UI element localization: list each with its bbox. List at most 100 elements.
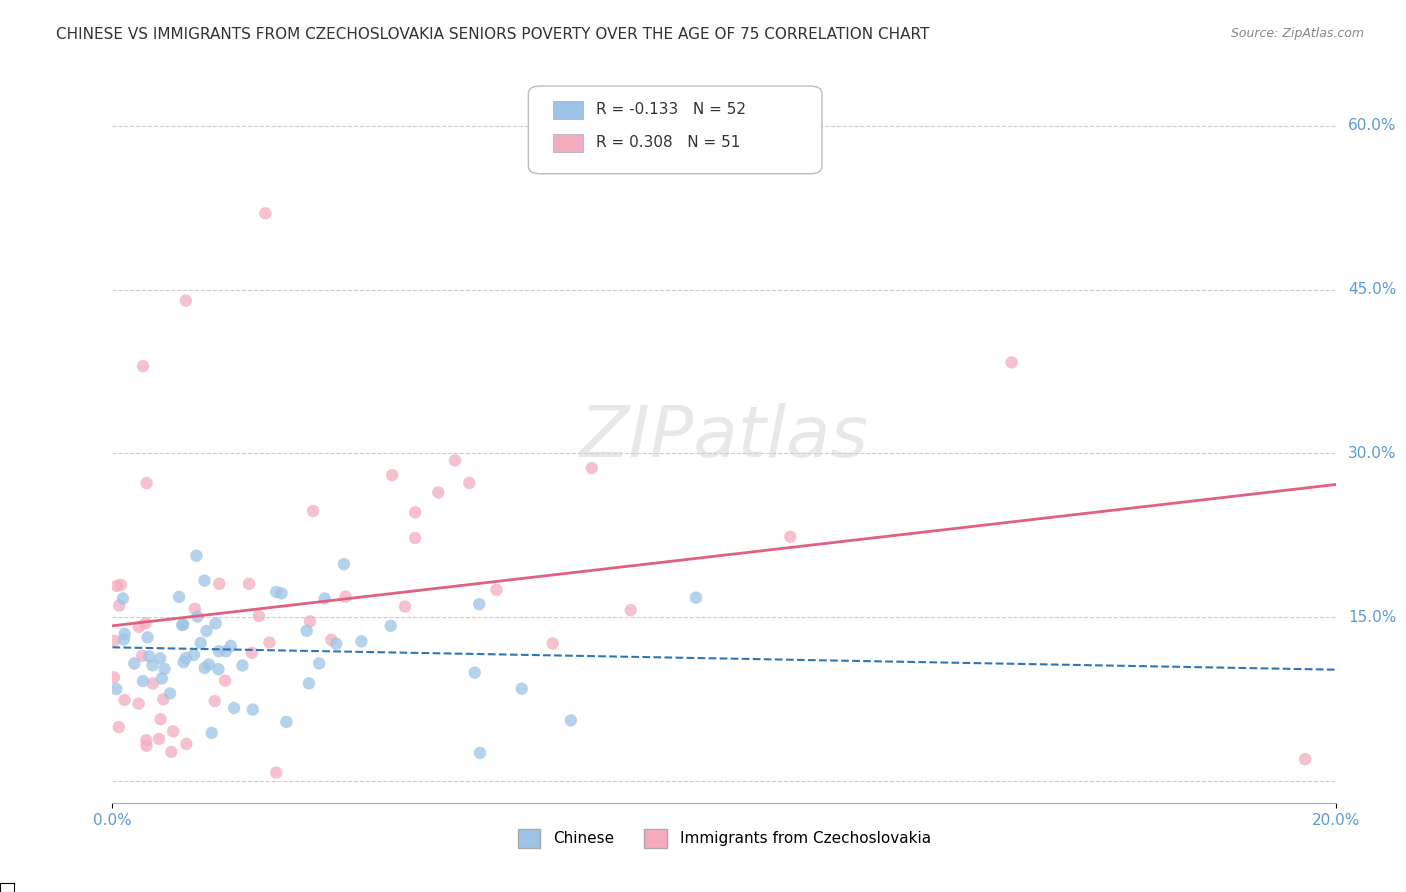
Chinese [150,672,173,686]
Chinese [333,558,356,572]
Immigrants from Czechoslovakia [105,579,128,593]
Chinese [510,681,533,696]
Chinese [219,639,242,653]
Text: ZIPatlas: ZIPatlas [579,402,869,472]
Chinese [111,591,134,606]
Immigrants from Czechoslovakia [1294,752,1316,766]
Immigrants from Czechoslovakia [581,461,603,475]
Immigrants from Czechoslovakia [541,636,564,650]
Immigrants from Czechoslovakia [110,578,132,592]
Text: R = -0.133   N = 52: R = -0.133 N = 52 [596,102,745,117]
Immigrants from Czechoslovakia [404,531,426,545]
Immigrants from Czechoslovakia [214,673,236,688]
Chinese [105,681,128,696]
Immigrants from Czechoslovakia [134,616,156,631]
Chinese [114,627,136,641]
Immigrants from Czechoslovakia [204,694,226,708]
FancyBboxPatch shape [553,134,583,152]
Immigrants from Czechoslovakia [152,692,174,706]
Chinese [350,634,373,648]
Chinese [172,617,194,632]
Immigrants from Czechoslovakia [485,582,508,597]
Chinese [198,657,221,672]
Text: R = 0.308   N = 51: R = 0.308 N = 51 [596,135,740,150]
Immigrants from Czechoslovakia [238,576,260,591]
Immigrants from Czechoslovakia [174,293,197,308]
Chinese [153,662,176,676]
Chinese [201,726,224,740]
Immigrants from Czechoslovakia [162,724,184,739]
Immigrants from Czechoslovakia [321,632,343,647]
Chinese [204,616,226,631]
Chinese [138,649,160,664]
Immigrants from Czechoslovakia [128,620,150,634]
Immigrants from Czechoslovakia [458,475,481,490]
Immigrants from Czechoslovakia [103,633,125,648]
Immigrants from Czechoslovakia [335,590,357,604]
Chinese [295,624,318,638]
Chinese [464,665,486,680]
Immigrants from Czechoslovakia [302,504,325,518]
Immigrants from Czechoslovakia [247,609,270,624]
Legend: Chinese, Immigrants from Czechoslovakia: Chinese, Immigrants from Czechoslovakia [512,822,936,854]
Immigrants from Czechoslovakia [184,602,207,616]
Immigrants from Czechoslovakia [254,206,277,220]
Immigrants from Czechoslovakia [264,765,287,780]
Chinese [270,586,292,600]
Chinese [308,657,330,671]
Immigrants from Czechoslovakia [135,739,157,753]
Chinese [172,618,194,632]
Immigrants from Czechoslovakia [107,720,129,734]
Chinese [149,651,172,665]
Chinese [468,746,491,760]
Immigrants from Czechoslovakia [176,737,198,751]
Chinese [174,651,197,665]
Chinese [195,624,218,638]
Chinese [132,673,155,688]
Text: R = -0.133   N = 52: R = -0.133 N = 52 [565,104,716,120]
Text: 30.0%: 30.0% [1348,446,1396,461]
Text: CHINESE VS IMMIGRANTS FROM CZECHOSLOVAKIA SENIORS POVERTY OVER THE AGE OF 75 COR: CHINESE VS IMMIGRANTS FROM CZECHOSLOVAKI… [56,27,929,42]
Chinese [242,703,264,717]
Immigrants from Czechoslovakia [394,599,416,614]
Chinese [468,597,491,611]
Chinese [207,662,229,676]
Text: R = 0.308   N = 51: R = 0.308 N = 51 [565,133,710,148]
Immigrants from Czechoslovakia [160,745,183,759]
Immigrants from Czechoslovakia [149,712,172,726]
Chinese [186,609,208,624]
Text: Source: ZipAtlas.com: Source: ZipAtlas.com [1230,27,1364,40]
Immigrants from Czechoslovakia [259,635,281,649]
Immigrants from Czechoslovakia [404,505,426,519]
Chinese [112,632,135,647]
Immigrants from Czechoslovakia [427,485,450,500]
Text: 60.0%: 60.0% [1348,119,1396,134]
Chinese [325,637,347,651]
Chinese [141,658,163,673]
Chinese [380,619,402,633]
Immigrants from Czechoslovakia [620,603,643,617]
Chinese [276,714,298,729]
Text: 45.0%: 45.0% [1348,282,1396,297]
Chinese [124,657,146,671]
Chinese [183,648,205,662]
Immigrants from Czechoslovakia [135,476,157,491]
Immigrants from Czechoslovakia [128,697,150,711]
Immigrants from Czechoslovakia [132,359,155,373]
Chinese [222,701,245,715]
Immigrants from Czechoslovakia [1001,355,1024,369]
Chinese [194,661,217,675]
Chinese [314,591,336,606]
Chinese [231,658,253,673]
Chinese [159,686,181,700]
Chinese [208,644,231,658]
Chinese [193,574,215,588]
Text: 15.0%: 15.0% [1348,610,1396,624]
Immigrants from Czechoslovakia [114,693,136,707]
Immigrants from Czechoslovakia [444,453,467,467]
Immigrants from Czechoslovakia [779,530,801,544]
Immigrants from Czechoslovakia [381,468,404,483]
Chinese [215,644,238,658]
Chinese [186,549,208,563]
Immigrants from Czechoslovakia [298,615,321,629]
